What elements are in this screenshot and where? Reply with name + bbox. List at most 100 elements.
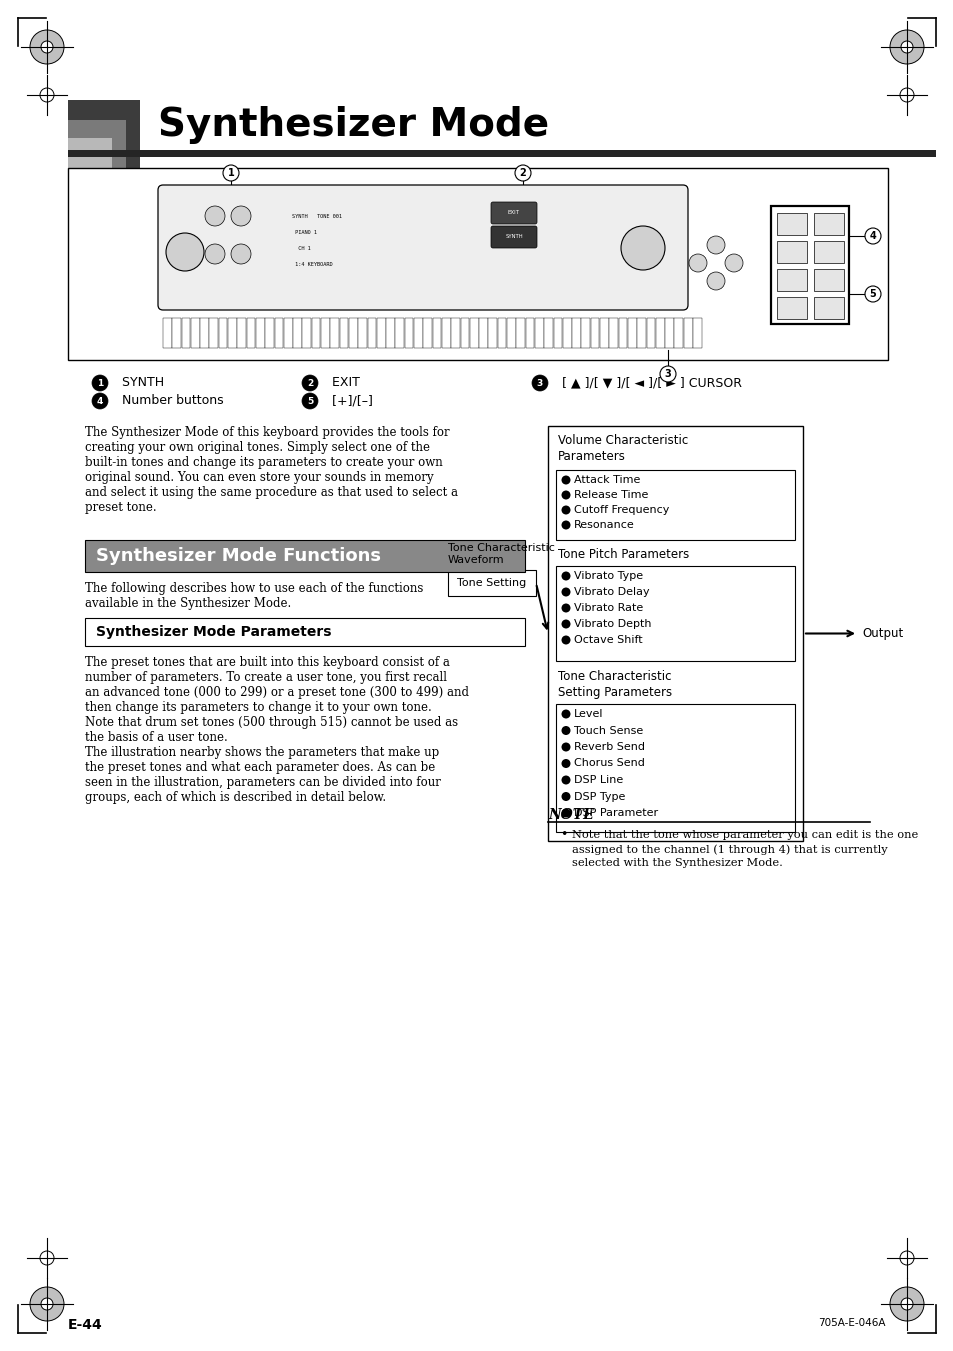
Text: Release Time: Release Time	[574, 490, 648, 500]
Circle shape	[515, 165, 531, 181]
Text: SYNTH: SYNTH	[113, 377, 164, 389]
Bar	[274, 317, 283, 349]
Bar	[547, 426, 802, 842]
Bar	[618, 317, 627, 349]
Bar	[237, 317, 246, 349]
Circle shape	[620, 226, 664, 270]
Circle shape	[899, 1251, 913, 1265]
Bar	[460, 317, 469, 349]
Text: number of parameters. To create a user tone, you first recall: number of parameters. To create a user t…	[85, 671, 447, 684]
Circle shape	[223, 165, 239, 181]
Text: 1: 1	[97, 378, 103, 388]
Bar	[302, 317, 311, 349]
Text: available in the Synthesizer Mode.: available in the Synthesizer Mode.	[85, 597, 291, 611]
Text: 4: 4	[869, 231, 876, 240]
Circle shape	[561, 588, 570, 597]
Bar	[488, 317, 497, 349]
Circle shape	[688, 254, 706, 272]
Bar	[441, 317, 450, 349]
Circle shape	[561, 476, 570, 485]
Text: 1:4 KEYBOARD: 1:4 KEYBOARD	[292, 262, 345, 267]
Bar	[288, 205, 473, 278]
Text: an advanced tone (000 to 299) or a preset tone (300 to 499) and: an advanced tone (000 to 299) or a prese…	[85, 686, 469, 698]
Text: 5: 5	[307, 396, 313, 405]
Text: Resonance: Resonance	[574, 520, 634, 530]
Bar	[293, 317, 301, 349]
Circle shape	[30, 30, 64, 63]
Text: 2: 2	[307, 378, 313, 388]
Text: 3: 3	[664, 369, 671, 380]
Text: the preset tones and what each parameter does. As can be: the preset tones and what each parameter…	[85, 761, 435, 774]
Bar	[85, 617, 524, 646]
Bar	[507, 317, 516, 349]
Bar	[163, 317, 172, 349]
Bar	[358, 317, 367, 349]
Text: Tone Characteristic
Setting Parameters: Tone Characteristic Setting Parameters	[558, 670, 672, 698]
Text: [ ▲ ]/[ ▼ ]/[ ◄ ]/[ ► ] CURSOR: [ ▲ ]/[ ▼ ]/[ ◄ ]/[ ► ] CURSOR	[554, 377, 741, 389]
Bar	[627, 317, 636, 349]
Text: •: •	[559, 828, 567, 842]
Bar	[535, 317, 543, 349]
Bar	[693, 317, 701, 349]
Circle shape	[561, 759, 570, 767]
Text: Touch Sense: Touch Sense	[574, 725, 642, 735]
Bar	[470, 317, 478, 349]
Text: original sound. You can even store your sounds in memory: original sound. You can even store your …	[85, 471, 434, 484]
Text: Attack Time: Attack Time	[574, 476, 639, 485]
Bar	[85, 540, 524, 571]
Bar	[664, 317, 673, 349]
Bar	[321, 317, 330, 349]
Bar	[181, 317, 190, 349]
Bar	[516, 317, 524, 349]
Text: EXIT: EXIT	[324, 377, 359, 389]
Bar	[265, 317, 274, 349]
Text: assigned to the channel (1 through 4) that is currently: assigned to the channel (1 through 4) th…	[572, 844, 886, 855]
Text: DSP Line: DSP Line	[574, 775, 622, 785]
Text: selected with the Synthesizer Mode.: selected with the Synthesizer Mode.	[572, 858, 782, 867]
Bar	[674, 317, 682, 349]
Text: Vibrato Depth: Vibrato Depth	[574, 619, 651, 630]
Text: The preset tones that are built into this keyboard consist of a: The preset tones that are built into thi…	[85, 657, 450, 669]
Text: then change its parameters to change it to your own tone.: then change its parameters to change it …	[85, 701, 432, 713]
Bar	[448, 570, 536, 596]
Text: Vibrato Delay: Vibrato Delay	[574, 586, 649, 597]
Bar	[349, 317, 357, 349]
Circle shape	[40, 1251, 54, 1265]
Circle shape	[231, 205, 251, 226]
Text: 5: 5	[869, 289, 876, 299]
Bar	[572, 317, 580, 349]
Circle shape	[561, 490, 570, 500]
Circle shape	[532, 376, 547, 390]
Text: EXIT: EXIT	[507, 211, 519, 216]
Circle shape	[561, 505, 570, 515]
Bar	[423, 317, 432, 349]
Text: Synthesizer Mode Parameters: Synthesizer Mode Parameters	[96, 626, 331, 639]
Circle shape	[864, 286, 880, 303]
Circle shape	[900, 41, 912, 53]
Bar	[646, 317, 655, 349]
Circle shape	[41, 1298, 53, 1310]
Bar	[395, 317, 404, 349]
Text: Note that the tone whose parameter you can edit is the one: Note that the tone whose parameter you c…	[572, 830, 918, 840]
FancyBboxPatch shape	[491, 203, 537, 224]
Text: Vibrato Rate: Vibrato Rate	[574, 603, 642, 613]
Circle shape	[561, 709, 570, 719]
Bar	[776, 269, 806, 290]
Text: DSP Type: DSP Type	[574, 792, 625, 801]
Bar	[376, 317, 385, 349]
Bar	[386, 317, 395, 349]
Circle shape	[166, 232, 204, 272]
Text: CH 1: CH 1	[292, 246, 345, 251]
Circle shape	[561, 604, 570, 612]
Text: preset tone.: preset tone.	[85, 501, 156, 513]
Bar	[656, 317, 664, 349]
Circle shape	[561, 571, 570, 581]
Text: groups, each of which is described in detail below.: groups, each of which is described in de…	[85, 790, 386, 804]
Bar	[68, 120, 126, 185]
Text: Tone Characteristic
Waveform: Tone Characteristic Waveform	[448, 543, 555, 566]
Circle shape	[231, 245, 251, 263]
Circle shape	[302, 376, 317, 390]
Circle shape	[864, 228, 880, 245]
Bar	[637, 317, 645, 349]
Circle shape	[561, 725, 570, 735]
